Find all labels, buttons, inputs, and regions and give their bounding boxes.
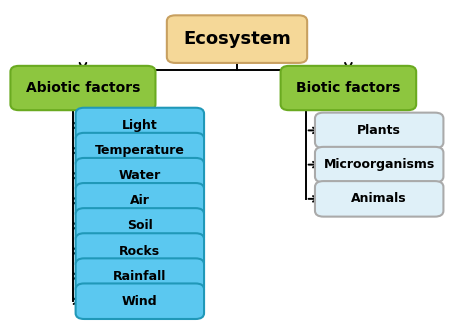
FancyBboxPatch shape bbox=[75, 158, 204, 194]
Text: Wind: Wind bbox=[122, 295, 158, 308]
FancyBboxPatch shape bbox=[75, 208, 204, 244]
Text: Temperature: Temperature bbox=[95, 144, 185, 157]
Text: Ecosystem: Ecosystem bbox=[183, 30, 291, 48]
Text: Abiotic factors: Abiotic factors bbox=[26, 81, 140, 95]
FancyBboxPatch shape bbox=[315, 147, 444, 182]
FancyBboxPatch shape bbox=[281, 66, 416, 110]
Text: Microorganisms: Microorganisms bbox=[324, 158, 435, 171]
FancyBboxPatch shape bbox=[75, 258, 204, 294]
FancyBboxPatch shape bbox=[75, 183, 204, 218]
FancyBboxPatch shape bbox=[75, 133, 204, 168]
FancyBboxPatch shape bbox=[75, 233, 204, 269]
FancyBboxPatch shape bbox=[10, 66, 155, 110]
FancyBboxPatch shape bbox=[75, 284, 204, 319]
FancyBboxPatch shape bbox=[167, 15, 307, 63]
Text: Rainfall: Rainfall bbox=[113, 270, 166, 283]
Text: Biotic factors: Biotic factors bbox=[296, 81, 401, 95]
Text: Plants: Plants bbox=[357, 124, 401, 137]
Text: Air: Air bbox=[130, 194, 150, 207]
Text: Water: Water bbox=[118, 169, 161, 182]
Text: Light: Light bbox=[122, 119, 158, 132]
FancyBboxPatch shape bbox=[75, 108, 204, 143]
FancyBboxPatch shape bbox=[315, 181, 444, 216]
FancyBboxPatch shape bbox=[315, 113, 444, 148]
Text: Soil: Soil bbox=[127, 219, 153, 232]
Text: Rocks: Rocks bbox=[119, 244, 160, 258]
Text: Animals: Animals bbox=[351, 192, 407, 205]
